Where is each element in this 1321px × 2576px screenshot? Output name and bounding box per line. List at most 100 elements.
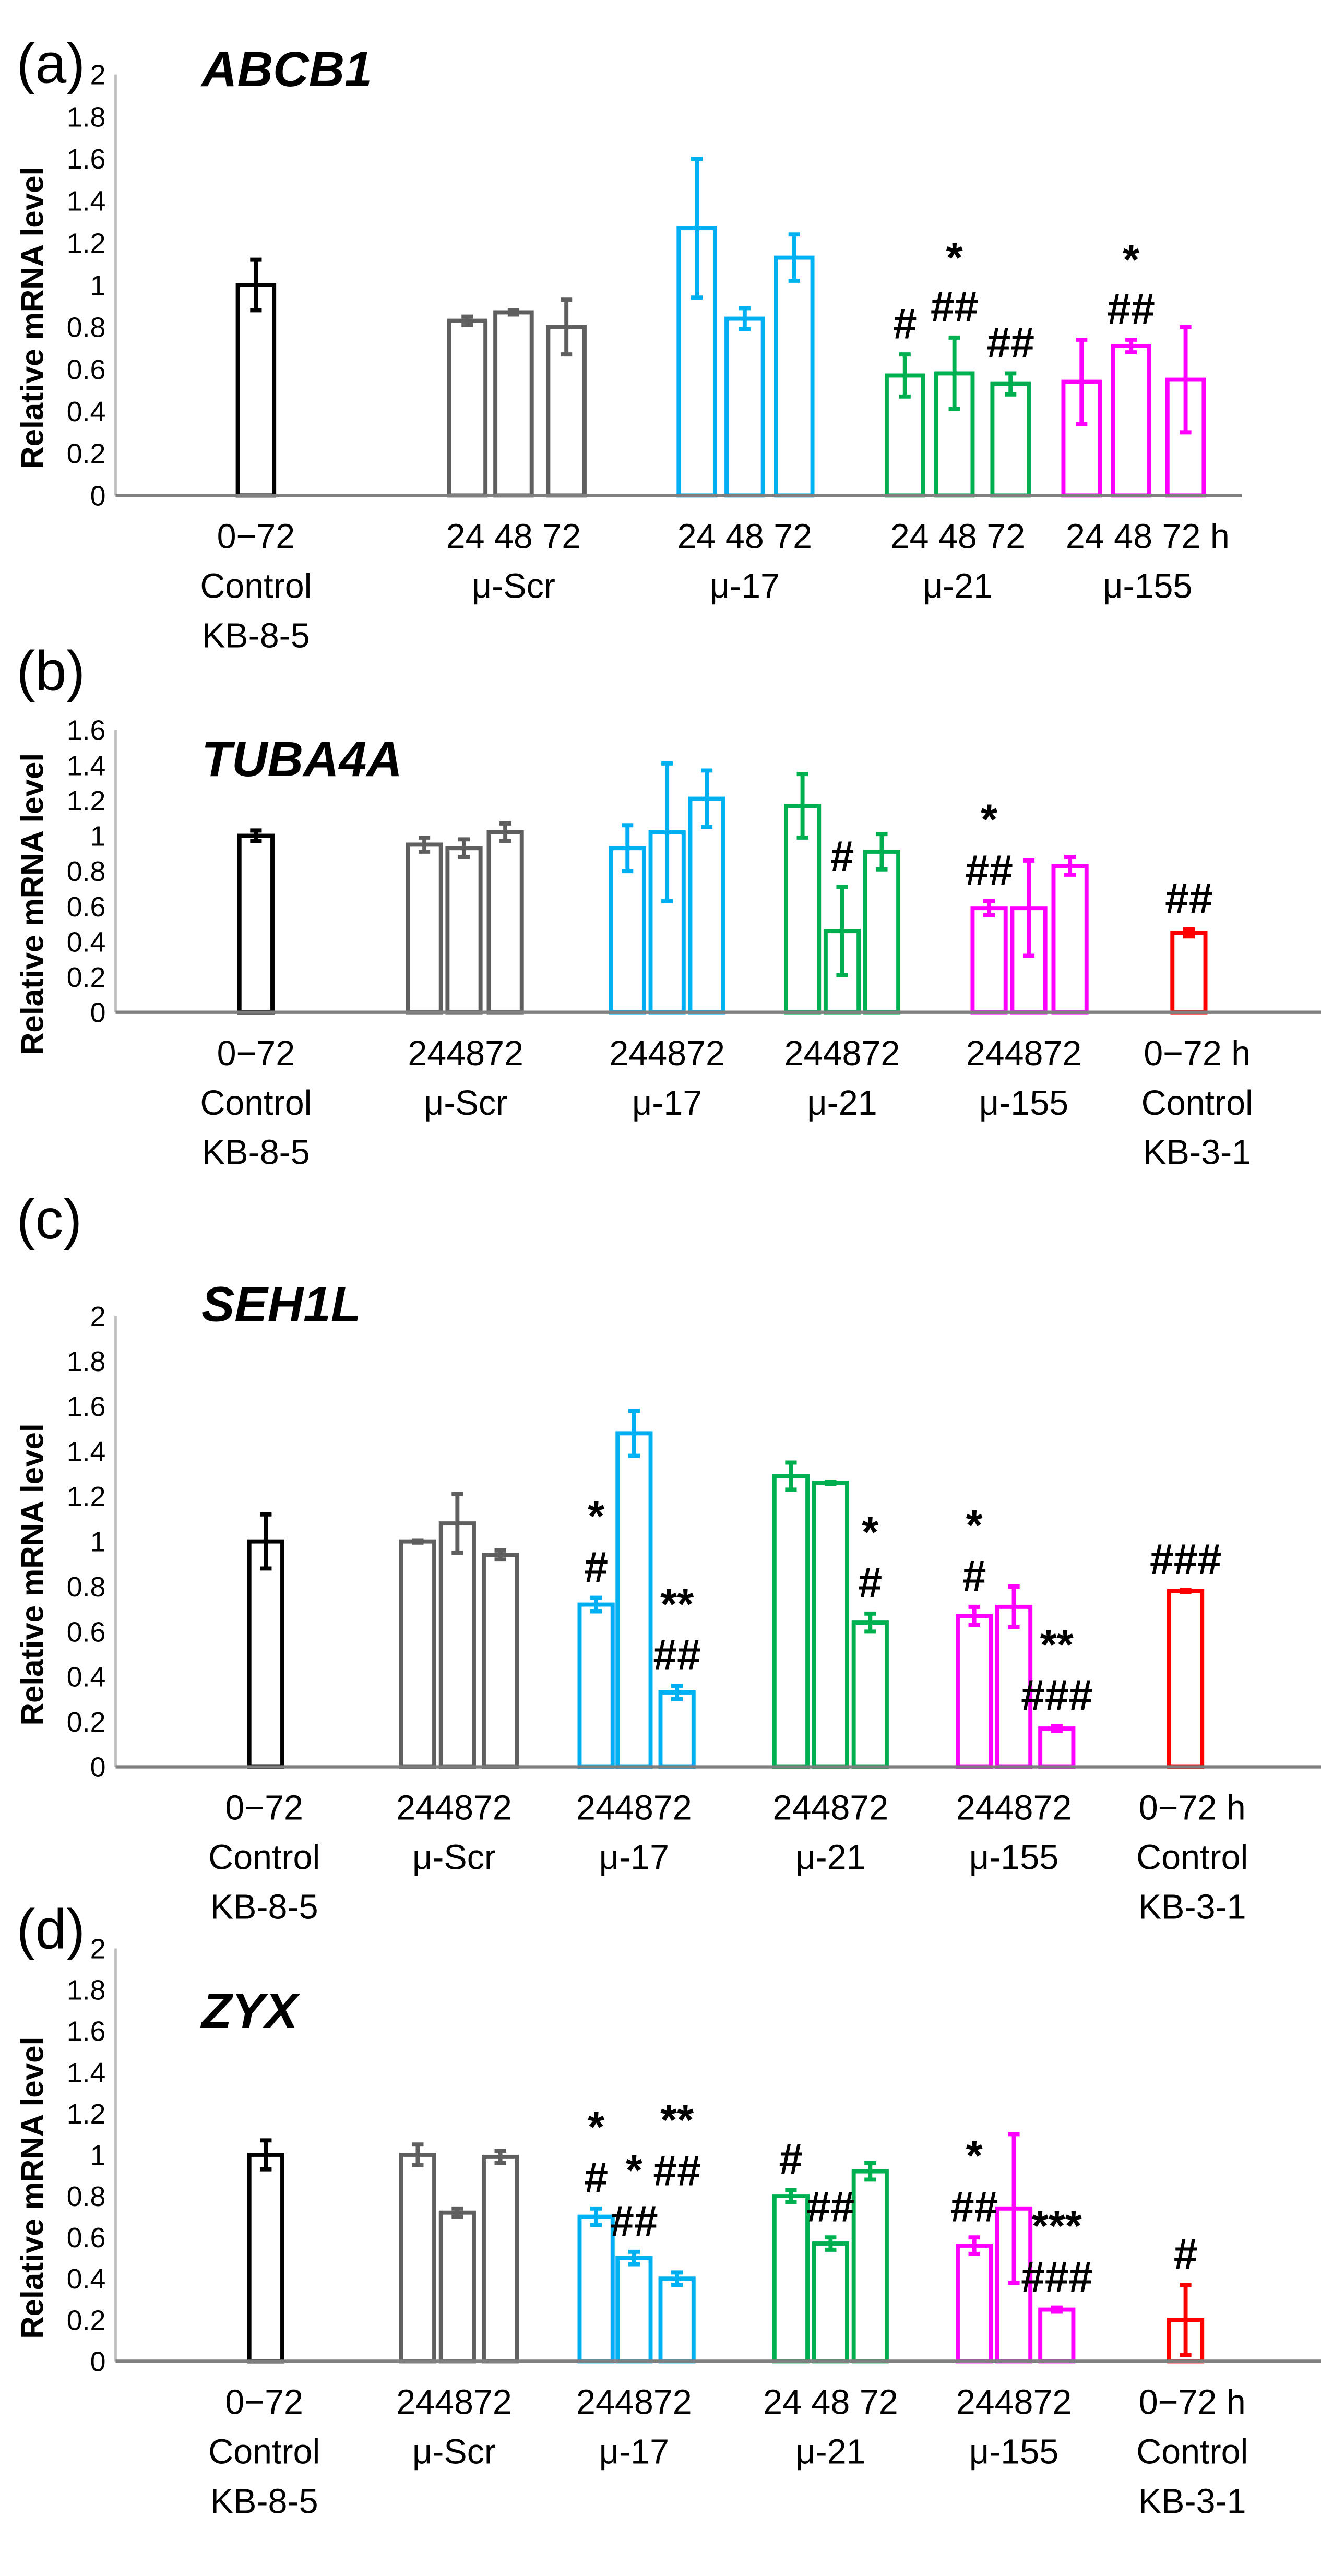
panel-label: (d) bbox=[17, 1898, 85, 1960]
x-time-label: 0−72 bbox=[217, 1034, 295, 1073]
panel-label: (a) bbox=[17, 32, 85, 94]
x-group-label: μ-155 bbox=[979, 1084, 1068, 1123]
x-group-label: Control bbox=[200, 567, 312, 606]
significance-annotation: ### bbox=[1150, 1536, 1221, 1583]
x-group-label: μ-17 bbox=[599, 2433, 669, 2472]
x-group-label: Control bbox=[208, 2433, 320, 2472]
x-time-label: 24 48 72 h bbox=[1066, 518, 1230, 556]
significance-annotation: ## bbox=[1107, 285, 1155, 333]
y-tick-label: 0 bbox=[90, 2346, 106, 2377]
y-tick-label: 1.2 bbox=[67, 785, 106, 817]
y-axis-label: Relative mRNA level bbox=[15, 753, 50, 1055]
x-group-label: μ-Scr bbox=[472, 567, 555, 606]
bar bbox=[688, 796, 725, 1015]
significance-annotation: ### bbox=[1021, 1672, 1092, 1720]
y-tick-label: 1.8 bbox=[67, 101, 106, 133]
y-tick-label: 2 bbox=[90, 1933, 106, 1964]
significance-annotation: ** bbox=[660, 2096, 694, 2144]
y-tick-label: 0.2 bbox=[67, 2305, 106, 2336]
bar bbox=[482, 2154, 519, 2364]
significance-annotation: ### bbox=[1021, 2253, 1092, 2301]
significance-annotation: ** bbox=[1040, 1621, 1074, 1669]
x-time-label: 24 48 72 bbox=[763, 2383, 898, 2422]
bar bbox=[237, 833, 275, 1015]
chart-title: ABCB1 bbox=[200, 42, 372, 97]
significance-annotation: * bbox=[946, 234, 963, 282]
x-group-label: KB-3-1 bbox=[1138, 1888, 1246, 1927]
bar bbox=[247, 1539, 284, 1769]
significance-annotation: # bbox=[893, 300, 917, 348]
bar bbox=[447, 318, 488, 498]
bar bbox=[615, 2256, 653, 2364]
x-time-label: 244872 bbox=[396, 2383, 512, 2422]
significance-annotation: # bbox=[584, 2154, 608, 2202]
bar bbox=[482, 1553, 519, 1769]
bar bbox=[577, 1602, 615, 1769]
x-time-label: 244872 bbox=[609, 1034, 725, 1073]
significance-annotation: # bbox=[779, 2136, 803, 2184]
bar bbox=[486, 830, 524, 1015]
x-group-label: KB-8-5 bbox=[210, 2483, 318, 2521]
x-time-label: 244872 bbox=[408, 1034, 523, 1073]
chart-title: SEH1L bbox=[201, 1277, 361, 1332]
y-tick-label: 1.6 bbox=[67, 2016, 106, 2047]
x-time-label: 24 48 72 bbox=[446, 518, 581, 556]
y-tick-label: 1.2 bbox=[67, 1481, 106, 1512]
x-group-label: μ-21 bbox=[795, 1839, 865, 1877]
x-group-label: Control bbox=[208, 1839, 320, 1877]
x-time-label: 0−72 bbox=[225, 1789, 303, 1828]
bar bbox=[438, 1521, 476, 1769]
bar bbox=[1167, 1589, 1205, 1769]
x-group-label: μ-Scr bbox=[412, 1839, 496, 1877]
significance-annotation: ## bbox=[653, 2148, 701, 2195]
bar bbox=[648, 830, 686, 1015]
x-group-label: Control bbox=[1141, 1084, 1253, 1123]
significance-annotation: * bbox=[1123, 236, 1139, 284]
y-tick-label: 0 bbox=[90, 480, 106, 511]
panel-label: (c) bbox=[17, 1188, 82, 1250]
bar bbox=[658, 1690, 696, 1769]
y-tick-label: 0.8 bbox=[67, 2181, 106, 2212]
y-tick-label: 0.8 bbox=[67, 1571, 106, 1603]
bar bbox=[658, 2276, 696, 2364]
bar bbox=[990, 381, 1031, 498]
bar bbox=[235, 283, 277, 498]
x-group-label: μ-17 bbox=[632, 1084, 702, 1123]
significance-annotation: * bbox=[588, 1493, 604, 1541]
bar bbox=[956, 2244, 993, 2364]
y-tick-label: 0 bbox=[90, 1751, 106, 1783]
significance-annotation: * bbox=[981, 796, 997, 844]
x-group-label: μ-21 bbox=[923, 567, 993, 606]
bar bbox=[1038, 2307, 1076, 2364]
y-tick-label: 1 bbox=[90, 821, 106, 852]
bar bbox=[1051, 864, 1089, 1015]
y-tick-label: 0.6 bbox=[67, 354, 106, 385]
bar bbox=[445, 846, 483, 1015]
bar bbox=[774, 255, 815, 498]
chart-title: ZYX bbox=[200, 1983, 301, 2038]
x-group-label: Control bbox=[200, 1084, 312, 1123]
x-time-label: 24 48 72 bbox=[890, 518, 1026, 556]
y-tick-label: 0.8 bbox=[67, 312, 106, 343]
significance-annotation: * bbox=[966, 2132, 983, 2180]
y-tick-label: 1.8 bbox=[67, 1975, 106, 2006]
y-tick-label: 1.4 bbox=[67, 2057, 106, 2089]
significance-annotation: * bbox=[588, 2104, 604, 2151]
y-tick-label: 1.4 bbox=[67, 186, 106, 217]
bar bbox=[493, 310, 534, 498]
y-tick-label: 1.2 bbox=[67, 228, 106, 259]
significance-annotation: * bbox=[966, 1502, 983, 1549]
significance-annotation: # bbox=[858, 1559, 882, 1607]
y-axis-label: Relative mRNA level bbox=[15, 2037, 50, 2339]
x-group-label: μ-155 bbox=[1103, 567, 1192, 606]
bar bbox=[851, 2169, 889, 2364]
bar bbox=[1038, 1726, 1076, 1769]
y-tick-label: 0.2 bbox=[67, 438, 106, 470]
y-tick-label: 0.4 bbox=[67, 396, 106, 427]
significance-annotation: ## bbox=[653, 1631, 701, 1679]
bar bbox=[406, 842, 443, 1015]
y-tick-label: 2 bbox=[90, 59, 106, 91]
significance-annotation: *** bbox=[1032, 2203, 1082, 2250]
y-axis-label: Relative mRNA level bbox=[15, 1423, 50, 1725]
